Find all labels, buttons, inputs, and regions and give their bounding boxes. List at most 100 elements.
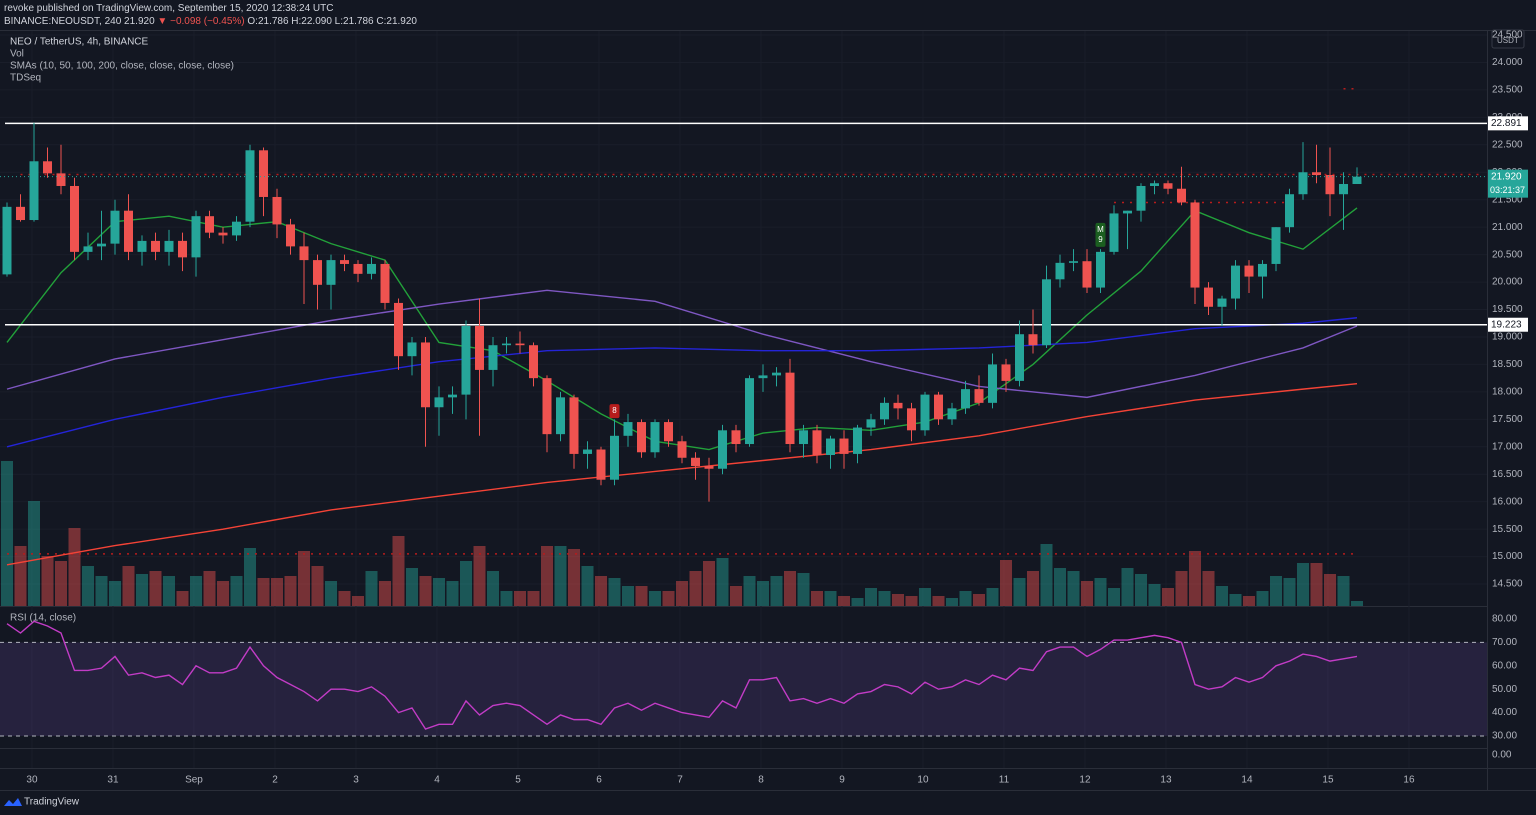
candle-body bbox=[1096, 251, 1105, 288]
volume-bar bbox=[1243, 596, 1255, 606]
rsi-tick-label: 60.00 bbox=[1492, 660, 1517, 671]
candle-body bbox=[1325, 175, 1335, 195]
y-tick-label: 21.000 bbox=[1492, 222, 1523, 233]
volume-bar bbox=[41, 556, 54, 606]
volume-bar bbox=[1148, 584, 1161, 606]
candle-body bbox=[907, 408, 916, 431]
y-tick-label: 18.500 bbox=[1492, 359, 1523, 370]
x-tick-label: Sep bbox=[185, 775, 203, 786]
x-tick-label: 14 bbox=[1241, 775, 1253, 786]
candle-body bbox=[1136, 185, 1146, 211]
volume-bar bbox=[946, 598, 958, 606]
candle-body bbox=[893, 402, 903, 409]
candle-body bbox=[1001, 364, 1011, 381]
candle-body bbox=[515, 343, 525, 346]
volume-bar bbox=[622, 586, 634, 606]
volume-bar bbox=[28, 501, 40, 606]
volume-bar bbox=[973, 594, 985, 606]
volume-bar bbox=[1081, 581, 1093, 606]
volume-bar bbox=[554, 546, 567, 606]
volume-bar bbox=[1310, 563, 1323, 606]
candle-body bbox=[380, 263, 390, 303]
candle-body bbox=[731, 430, 741, 445]
volume-bar bbox=[122, 566, 135, 606]
x-tick-label: 15 bbox=[1322, 775, 1334, 786]
candle-body bbox=[596, 449, 606, 480]
volume-bar bbox=[284, 576, 297, 606]
volume-bar bbox=[608, 578, 621, 606]
brand-text: TradingView bbox=[24, 797, 80, 808]
candle-body bbox=[488, 345, 498, 370]
candle-body bbox=[610, 435, 619, 480]
candle-body bbox=[394, 302, 403, 357]
candle-body bbox=[934, 394, 943, 420]
volume-bar bbox=[1135, 574, 1147, 606]
candle-body bbox=[569, 397, 579, 454]
level-tag bbox=[1488, 317, 1528, 332]
rsi-label: RSI (14, close) bbox=[10, 613, 76, 624]
volume-bar bbox=[1121, 568, 1134, 606]
y-tick-label: 23.500 bbox=[1492, 85, 1523, 96]
candle-body bbox=[1055, 262, 1065, 280]
volume-bar bbox=[1337, 576, 1350, 606]
candle-body bbox=[110, 210, 120, 244]
x-tick-label: 30 bbox=[26, 775, 38, 786]
sma-line bbox=[6, 317, 1358, 448]
rsi-band bbox=[0, 642, 1487, 736]
sma-label: SMAs (10, 50, 100, 200, close, close, cl… bbox=[10, 61, 234, 72]
y-tick-label: 17.000 bbox=[1492, 441, 1523, 452]
volume-bar bbox=[1054, 568, 1066, 606]
level-label: 22.891 bbox=[1491, 118, 1522, 129]
volume-bar bbox=[406, 568, 418, 606]
candle-body bbox=[407, 342, 417, 357]
candle-body bbox=[1258, 263, 1267, 277]
candle-body bbox=[785, 372, 795, 445]
candle-body bbox=[1285, 194, 1294, 228]
candle-body bbox=[1042, 279, 1051, 346]
volume-bar bbox=[203, 571, 216, 606]
candle-body bbox=[448, 394, 457, 398]
volume-bar bbox=[1351, 601, 1363, 606]
volume-bar bbox=[824, 591, 837, 606]
volume-bar bbox=[14, 546, 27, 606]
legend: NEO / TetherUS, 4h, BINANCE Vol SMAs (10… bbox=[10, 37, 234, 624]
candle-body bbox=[745, 378, 754, 445]
volume-bar bbox=[338, 591, 351, 606]
volume-bar bbox=[392, 536, 405, 606]
volume-bar bbox=[1189, 551, 1201, 606]
candle-body bbox=[637, 422, 646, 453]
candle-body bbox=[124, 210, 133, 252]
volume-bar bbox=[1040, 544, 1053, 606]
volume-bar bbox=[68, 528, 81, 606]
logo bbox=[4, 798, 22, 806]
candle-body bbox=[232, 221, 241, 236]
candle-body bbox=[164, 240, 174, 252]
last-price-tag bbox=[1488, 169, 1528, 198]
candle-body bbox=[542, 378, 552, 435]
y-tick-label: 20.000 bbox=[1492, 277, 1523, 288]
currency: USDT bbox=[1497, 36, 1519, 45]
publisher: revoke published on TradingView.com, Sep… bbox=[4, 3, 334, 14]
x-tick-label: 31 bbox=[107, 775, 119, 786]
candle-body bbox=[556, 397, 565, 435]
volume-bar bbox=[649, 591, 661, 606]
volume-bar bbox=[136, 574, 148, 606]
candle-body bbox=[718, 430, 727, 469]
candle-body bbox=[704, 465, 714, 469]
chart-title: NEO / TetherUS, 4h, BINANCE bbox=[10, 37, 149, 48]
volume-bar bbox=[1175, 571, 1188, 606]
candle-body bbox=[475, 325, 484, 370]
candle-body bbox=[137, 240, 147, 252]
candle-body bbox=[812, 430, 822, 456]
td-mark bbox=[1095, 222, 1106, 247]
candle-body bbox=[583, 449, 592, 454]
y-tick-label: 22.500 bbox=[1492, 139, 1523, 150]
candle-body bbox=[434, 397, 444, 408]
candle-body bbox=[1204, 287, 1213, 307]
volume-bar bbox=[770, 576, 783, 606]
x-tick-label: 3 bbox=[353, 775, 359, 786]
candle-body bbox=[83, 246, 93, 252]
level-tag bbox=[1488, 116, 1528, 131]
volume-bar bbox=[1027, 571, 1039, 606]
